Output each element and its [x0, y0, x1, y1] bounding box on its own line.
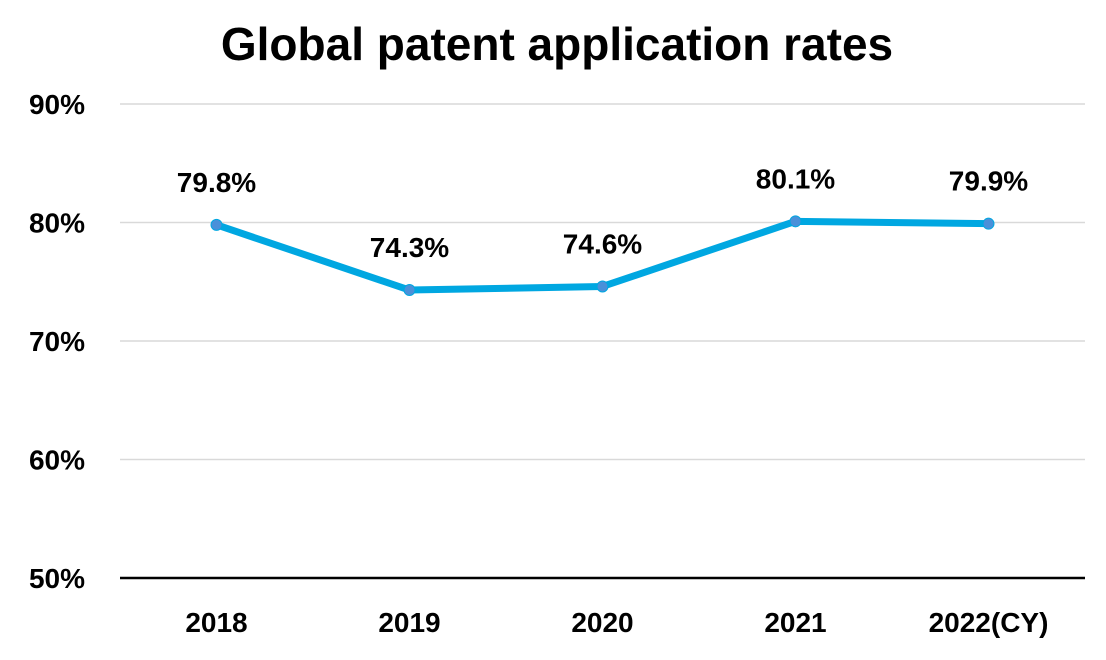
data-point — [403, 284, 416, 297]
data-point — [596, 280, 609, 293]
data-labels: 79.8% 74.3% 74.6% 80.1% 79.9% — [177, 163, 1028, 263]
y-tick-label: 50% — [29, 563, 85, 594]
x-tick-label: 2021 — [764, 607, 826, 638]
data-label: 79.9% — [949, 166, 1028, 197]
x-axis-tick-labels: 2018 2019 2020 2021 2022(CY) — [185, 607, 1048, 638]
y-tick-label: 80% — [29, 208, 85, 239]
x-tick-label: 2020 — [571, 607, 633, 638]
x-tick-label: 2022(CY) — [929, 607, 1049, 638]
data-label: 80.1% — [756, 163, 835, 194]
data-label: 74.6% — [563, 228, 642, 259]
data-label: 74.3% — [370, 232, 449, 263]
grid-layer — [120, 103, 1085, 580]
x-tick-label: 2018 — [185, 607, 247, 638]
data-point — [210, 218, 223, 231]
y-tick-label: 60% — [29, 445, 85, 476]
x-tick-label: 2019 — [378, 607, 440, 638]
series-layer — [210, 215, 995, 297]
data-point — [982, 217, 995, 230]
y-tick-label: 70% — [29, 326, 85, 357]
y-tick-label: 90% — [29, 89, 85, 120]
chart-title: Global patent application rates — [221, 18, 893, 70]
y-axis-tick-labels: 50% 60% 70% 80% 90% — [29, 89, 85, 594]
data-label: 79.8% — [177, 167, 256, 198]
data-point — [789, 215, 802, 228]
